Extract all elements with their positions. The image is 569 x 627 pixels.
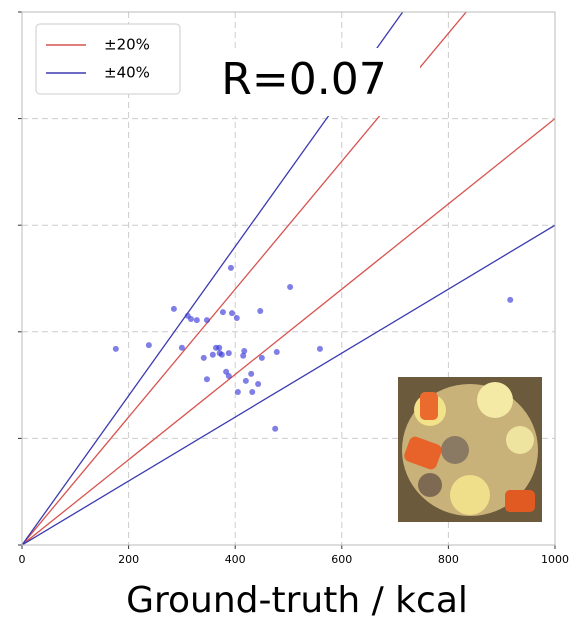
- point: [179, 345, 185, 351]
- point: [229, 310, 235, 316]
- x-tick-label: 800: [438, 553, 459, 566]
- point: [194, 317, 200, 323]
- point: [287, 284, 293, 290]
- legend: ±20% ±40%: [36, 24, 180, 94]
- x-tick-label: 600: [331, 553, 352, 566]
- chart: 0 200 400 600 800 1000 R=0.07 ±20% ±40% Ground…: [0, 0, 569, 623]
- x-tick-label: 200: [118, 553, 139, 566]
- point: [259, 355, 265, 361]
- point: [220, 309, 226, 315]
- point: [201, 355, 207, 361]
- legend-label: ±20%: [104, 36, 150, 54]
- annotation: R=0.07: [221, 54, 386, 105]
- point: [171, 306, 177, 312]
- point: [234, 315, 240, 321]
- point: [257, 308, 263, 314]
- point: [243, 378, 249, 384]
- point: [226, 350, 232, 356]
- point: [113, 346, 119, 352]
- x-tick-label: 400: [225, 553, 246, 566]
- point: [146, 342, 152, 348]
- point: [249, 389, 255, 395]
- x-tick-label: 1000: [541, 553, 569, 566]
- point: [235, 389, 241, 395]
- point: [507, 297, 513, 303]
- point: [317, 346, 323, 352]
- point: [216, 345, 222, 351]
- x-axis-label: Ground-truth / kcal: [126, 580, 468, 621]
- point: [219, 352, 225, 358]
- point: [204, 317, 210, 323]
- legend-box: [36, 24, 180, 94]
- legend-label: ±40%: [104, 64, 150, 82]
- point: [204, 376, 210, 382]
- point: [188, 316, 194, 322]
- point: [255, 381, 261, 387]
- point: [210, 352, 216, 358]
- point: [272, 426, 278, 432]
- food-image: [398, 377, 542, 522]
- point: [228, 265, 234, 271]
- x-tick-label: 0: [19, 553, 26, 566]
- point: [226, 373, 232, 379]
- point: [274, 349, 280, 355]
- point: [241, 348, 247, 354]
- point: [248, 371, 254, 377]
